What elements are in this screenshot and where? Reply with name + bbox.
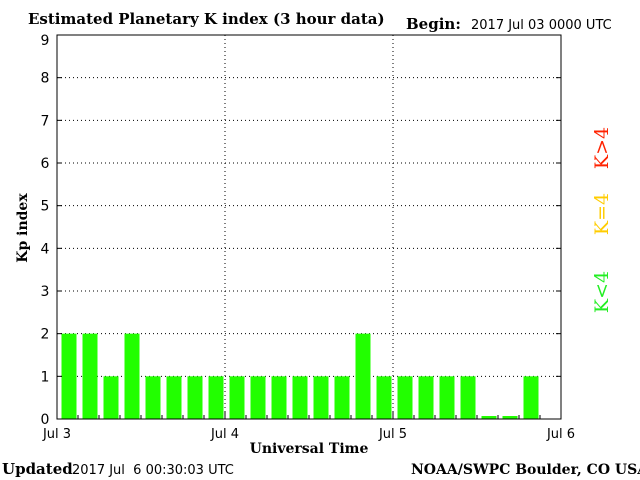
x-tick-label: Jul 5 — [378, 427, 407, 442]
updated-value: 2017 Jul 6 00:30:03 UTC — [72, 463, 234, 478]
x-tick-label: Jul 4 — [210, 427, 239, 442]
x-tick-label: Jul 3 — [42, 427, 71, 442]
kp-bar — [313, 376, 329, 419]
y-tick-label: 8 — [41, 71, 50, 87]
y-tick-label: 1 — [41, 369, 50, 385]
x-tick-label: Jul 6 — [546, 427, 575, 442]
kp-bar — [481, 416, 497, 419]
kp-bar — [502, 416, 518, 419]
kp-bar — [523, 376, 539, 419]
kp-bar — [145, 376, 161, 419]
legend-k-greater-4: K>4 — [591, 127, 613, 169]
y-tick-label: 7 — [41, 113, 50, 129]
y-tick-label: 3 — [41, 284, 50, 300]
kp-bar — [355, 333, 371, 419]
y-tick-label: 6 — [41, 156, 50, 172]
kp-bar — [82, 333, 98, 419]
kp-bar — [166, 376, 182, 419]
y-tick-label: 4 — [41, 241, 50, 257]
kp-bar — [460, 376, 476, 419]
chart-title: Estimated Planetary K index (3 hour data… — [28, 10, 385, 28]
y-tick-label: 9 — [41, 33, 50, 49]
kp-bar — [334, 376, 350, 419]
legend-k-equal-4: K=4 — [591, 193, 613, 235]
kp-bar — [397, 376, 413, 419]
y-tick-label: 0 — [41, 412, 50, 428]
kp-bar — [439, 376, 455, 419]
kp-bar — [187, 376, 203, 419]
y-tick-label: 2 — [41, 327, 50, 343]
x-axis-label: Universal Time — [250, 441, 369, 457]
kp-bar — [376, 376, 392, 419]
kp-bar — [229, 376, 245, 419]
kp-bar — [61, 333, 77, 419]
y-tick-label: 5 — [41, 199, 50, 215]
begin-label: Begin: — [406, 15, 461, 33]
credit-text: NOAA/SWPC Boulder, CO USA — [411, 462, 640, 478]
kp-bar — [418, 376, 434, 419]
kp-bar — [103, 376, 119, 419]
updated-label: Updated — [2, 460, 73, 478]
y-axis-label: Kp index — [15, 193, 31, 263]
begin-value: 2017 Jul 03 0000 UTC — [471, 18, 612, 33]
kp-bar — [250, 376, 266, 419]
kp-bar — [271, 376, 287, 419]
legend-k-less-4: K<4 — [591, 271, 613, 313]
kp-bar — [292, 376, 308, 419]
kp-bar — [124, 333, 140, 419]
kp-bar — [208, 376, 224, 419]
